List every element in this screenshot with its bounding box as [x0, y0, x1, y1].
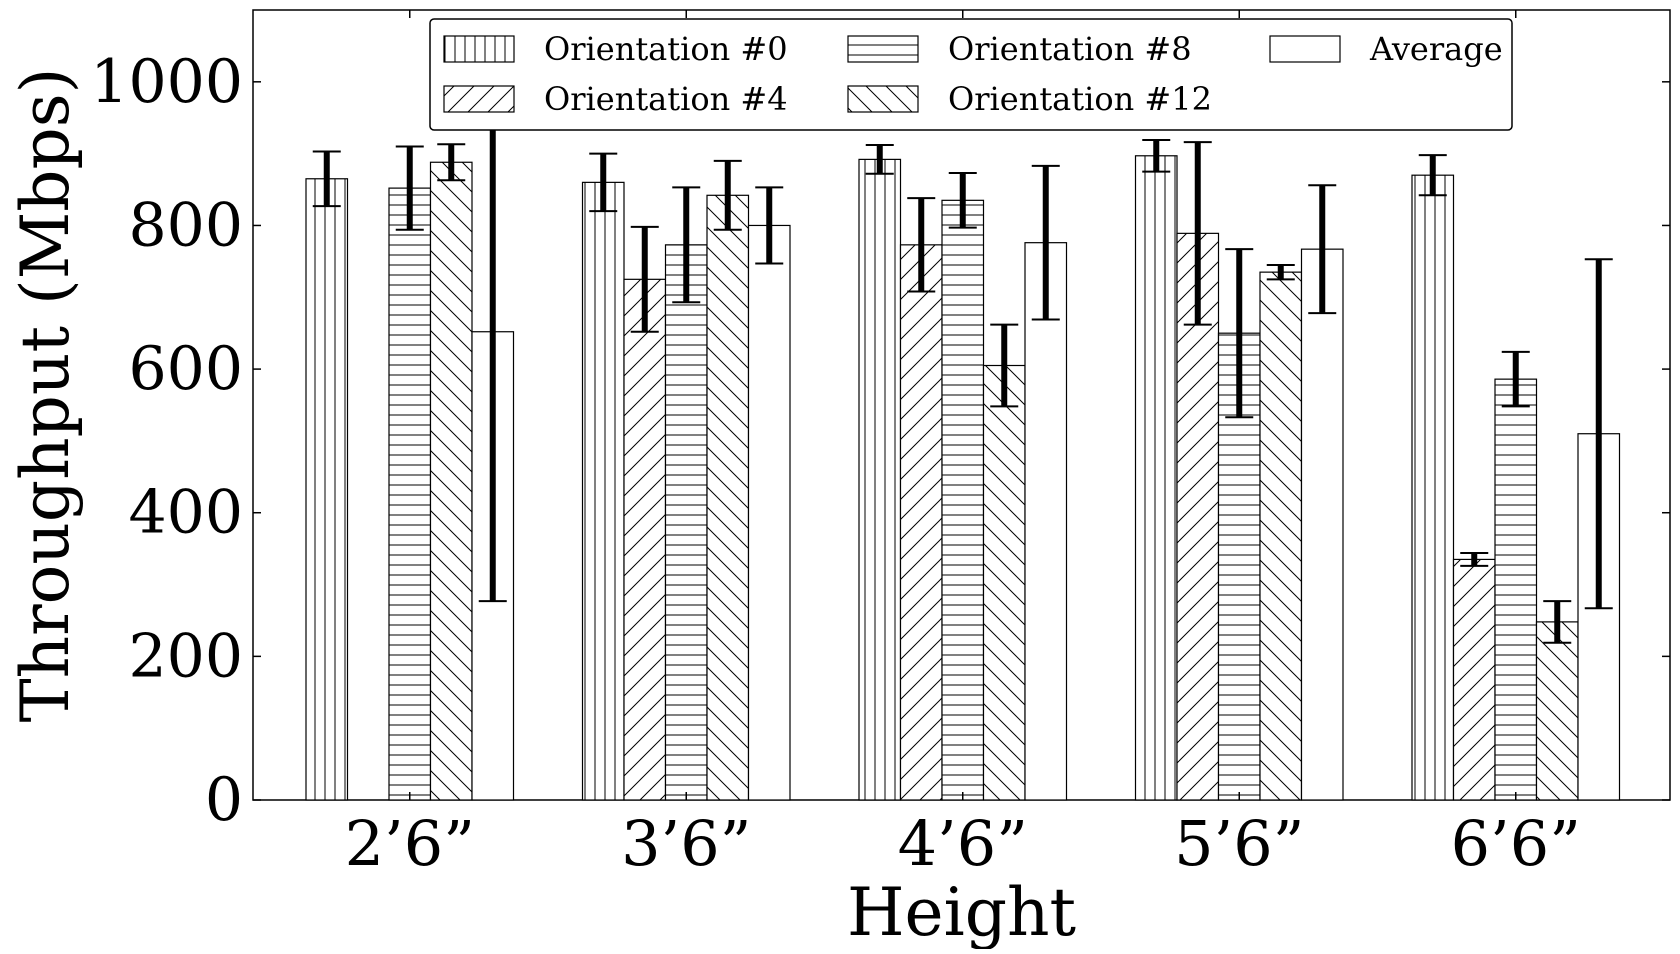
bar-orientation-0-3 — [1134, 155, 1178, 801]
bar-orientation-0-1 — [581, 181, 625, 801]
legend-swatch-orientation-8 — [847, 35, 919, 63]
legend-swatch-orientation-0 — [443, 35, 515, 63]
legend-box — [429, 18, 1513, 131]
y-tick-label: 800 — [128, 190, 243, 260]
legend-swatch-orientation-4 — [443, 85, 515, 113]
bar-average-1 — [747, 224, 791, 801]
bar-orientation-0-2 — [858, 158, 902, 801]
x-tick-label: 4’6” — [898, 807, 1028, 880]
bar-orientation-4-4 — [1452, 558, 1496, 801]
bar-orientation-12-4 — [1535, 621, 1579, 801]
bar-orientation-8-2 — [941, 199, 985, 801]
legend-label-orientation-12: Orientation #12 — [948, 80, 1212, 118]
bar-orientation-8-4 — [1494, 378, 1538, 801]
x-tick-label: 6’6” — [1451, 807, 1581, 880]
y-axis-title: Throughput (Mbps) — [7, 68, 84, 723]
x-axis-title: Height — [847, 874, 1076, 949]
bar-orientation-12-2 — [982, 364, 1026, 801]
legend-swatch-orientation-12 — [847, 85, 919, 113]
y-tick-label: 600 — [128, 334, 243, 404]
y-tick-label: 0 — [205, 765, 243, 835]
bar-orientation-8-0 — [388, 187, 432, 801]
bar-orientation-0-4 — [1411, 174, 1455, 801]
x-tick-label: 3’6” — [621, 807, 751, 880]
bar-orientation-4-2 — [899, 244, 943, 801]
legend-label-orientation-4: Orientation #4 — [544, 80, 788, 118]
legend-swatch-average — [1269, 35, 1341, 63]
bar-average-2 — [1024, 242, 1068, 801]
y-tick-label: 200 — [128, 621, 243, 691]
legend-label-orientation-0: Orientation #0 — [544, 30, 788, 68]
legend-label-orientation-8: Orientation #8 — [948, 30, 1192, 68]
bar-orientation-8-1 — [664, 244, 708, 801]
bar-orientation-4-1 — [623, 278, 667, 801]
legend-label-average: Average — [1369, 30, 1503, 68]
bar-orientation-12-1 — [706, 194, 750, 801]
x-tick-label: 2’6” — [345, 807, 475, 880]
bar-orientation-12-0 — [429, 161, 473, 801]
y-tick-label: 1000 — [90, 47, 243, 117]
bar-average-3 — [1300, 248, 1344, 801]
bar-orientation-0-0 — [305, 178, 349, 801]
y-tick-label: 400 — [128, 478, 243, 548]
bar-orientation-12-3 — [1259, 271, 1303, 801]
x-tick-label: 5’6” — [1174, 807, 1304, 880]
